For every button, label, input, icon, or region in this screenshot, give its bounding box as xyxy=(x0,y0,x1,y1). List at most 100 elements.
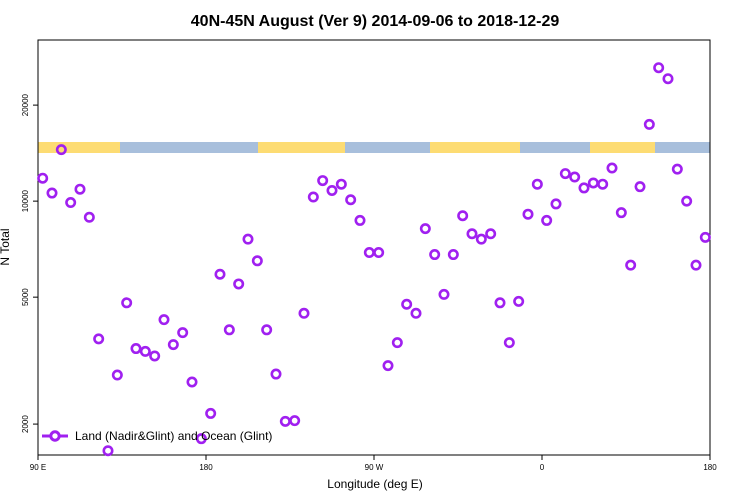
chart-title: 40N-45N August (Ver 9) 2014-09-06 to 201… xyxy=(191,13,560,30)
data-point xyxy=(279,415,291,427)
data-point xyxy=(242,233,254,245)
data-point xyxy=(65,197,77,209)
data-point xyxy=(111,369,123,381)
data-point xyxy=(158,314,170,326)
data-point xyxy=(606,162,618,174)
data-point xyxy=(531,178,543,190)
data-point xyxy=(653,62,665,74)
x-tick-label: 90 W xyxy=(365,463,384,472)
data-point xyxy=(485,228,497,240)
data-point xyxy=(699,231,711,243)
data-point xyxy=(550,198,562,210)
data-point xyxy=(214,268,226,280)
data-point xyxy=(597,178,609,190)
data-point xyxy=(513,295,525,307)
data-point xyxy=(251,255,263,267)
data-point xyxy=(475,233,487,245)
data-point xyxy=(457,210,469,222)
data-point xyxy=(578,182,590,194)
data-point xyxy=(419,223,431,235)
legend-entry-label: Land (Nadir&Glint) and Ocean (Glint) xyxy=(75,429,272,443)
data-point xyxy=(55,144,67,156)
data-point xyxy=(401,298,413,310)
data-point xyxy=(326,184,338,196)
data-point xyxy=(74,183,86,195)
data-point xyxy=(354,214,366,226)
band-segment xyxy=(120,142,258,153)
x-tick-label: 90 E xyxy=(30,463,46,472)
data-point xyxy=(447,249,459,261)
data-point xyxy=(345,194,357,206)
data-point xyxy=(662,73,674,85)
band-segment xyxy=(520,142,590,153)
band-segment xyxy=(590,142,655,153)
data-point xyxy=(429,249,441,261)
x-tick-label: 180 xyxy=(703,463,717,472)
data-point xyxy=(195,433,207,445)
y-tick-label: 5000 xyxy=(21,288,30,306)
data-point xyxy=(681,195,693,207)
data-point xyxy=(522,208,534,220)
data-point xyxy=(289,415,301,427)
data-point xyxy=(373,247,385,259)
data-point xyxy=(438,288,450,300)
data-point xyxy=(391,337,403,349)
data-point xyxy=(186,376,198,388)
data-point xyxy=(466,228,478,240)
data-point xyxy=(382,360,394,372)
data-point xyxy=(121,297,133,309)
band-segment xyxy=(430,142,520,153)
y-tick-label: 20000 xyxy=(21,93,30,116)
band-segment xyxy=(38,142,120,153)
y-axis: 2000 5000 10000 20000 xyxy=(21,93,38,433)
data-point xyxy=(261,324,273,336)
data-point xyxy=(494,297,506,309)
data-point xyxy=(223,324,235,336)
data-point xyxy=(37,172,49,184)
data-point xyxy=(270,368,282,380)
x-axis: 90 E 180 90 W 0 180 xyxy=(30,455,717,472)
data-point xyxy=(93,333,105,345)
data-point xyxy=(643,118,655,130)
data-point xyxy=(130,343,142,355)
data-point xyxy=(671,163,683,175)
data-point xyxy=(541,214,553,226)
legend: Land (Nadir&Glint) and Ocean (Glint) xyxy=(42,429,272,443)
data-points xyxy=(37,62,711,457)
y-axis-label: N Total xyxy=(0,228,12,265)
data-point xyxy=(615,207,627,219)
x-axis-label: Longitude (deg E) xyxy=(327,477,422,491)
legend-marker-swatch xyxy=(49,430,61,442)
data-point xyxy=(167,339,179,351)
land-ocean-band xyxy=(38,142,710,153)
y-tick-label: 10000 xyxy=(21,189,30,212)
data-point xyxy=(587,177,599,189)
data-point xyxy=(83,211,95,223)
data-point xyxy=(46,187,58,199)
plot-frame xyxy=(37,39,711,456)
data-point xyxy=(317,175,329,187)
data-point xyxy=(102,445,114,457)
data-point xyxy=(177,327,189,339)
data-point xyxy=(503,337,515,349)
data-point xyxy=(335,178,347,190)
data-point xyxy=(634,181,646,193)
data-point xyxy=(625,259,637,271)
data-point xyxy=(139,345,151,357)
x-tick-label: 180 xyxy=(199,463,213,472)
data-point xyxy=(559,168,571,180)
data-point xyxy=(307,191,319,203)
data-point xyxy=(149,350,161,362)
band-segment xyxy=(345,142,430,153)
data-point xyxy=(569,171,581,183)
band-segment xyxy=(258,142,345,153)
data-point xyxy=(205,407,217,419)
data-point xyxy=(233,278,245,290)
data-point xyxy=(363,247,375,259)
x-tick-label: 0 xyxy=(540,463,545,472)
data-point xyxy=(410,307,422,319)
data-point xyxy=(298,307,310,319)
band-segment xyxy=(655,142,710,153)
data-point xyxy=(690,259,702,271)
